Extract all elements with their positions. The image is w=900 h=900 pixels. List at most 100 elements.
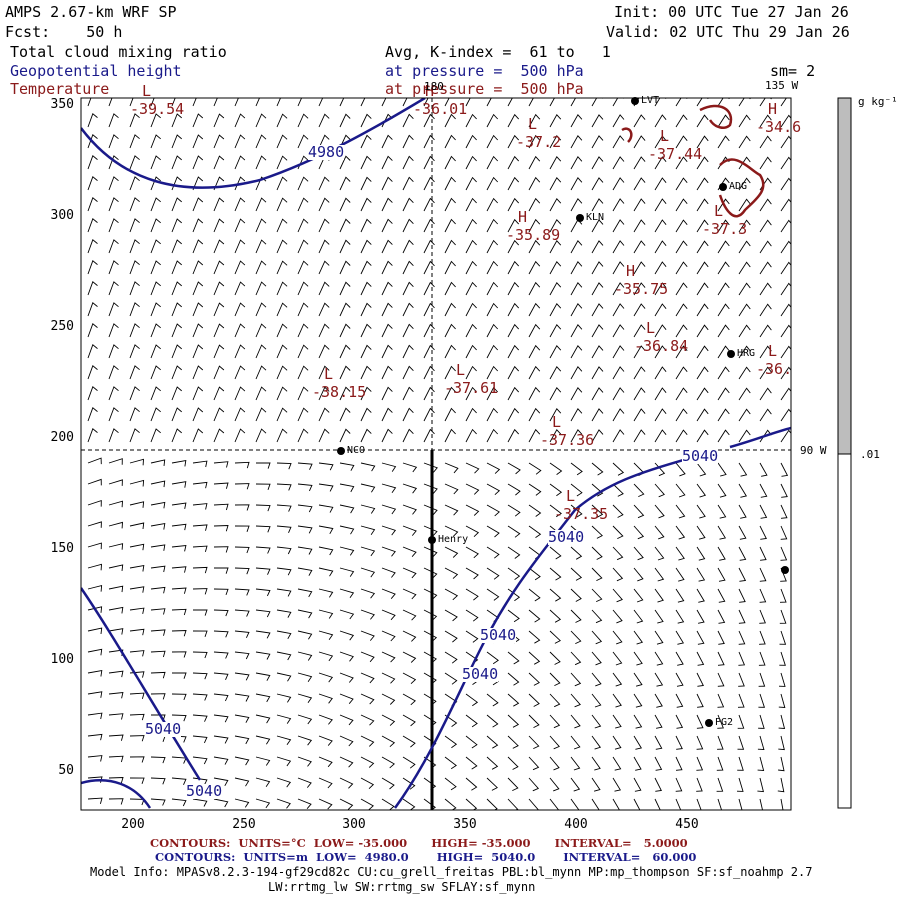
- station-marker: [428, 536, 436, 544]
- wind-barb: [87, 627, 103, 635]
- wind-barb: [255, 113, 267, 128]
- wind-barb: [570, 777, 581, 792]
- wind-barb: [570, 282, 583, 296]
- wind-barb: [633, 324, 646, 338]
- wind-barb: [633, 366, 646, 380]
- wind-barb: [778, 714, 786, 729]
- wind-barb: [255, 630, 271, 639]
- temp-extreme-value: -34.6: [756, 118, 802, 136]
- wind-barb: [318, 693, 333, 704]
- wind-barb: [612, 387, 625, 401]
- wind-barb: [444, 323, 456, 338]
- wind-barb: [108, 134, 119, 149]
- wind-barb: [276, 344, 288, 359]
- wind-barb: [696, 303, 709, 317]
- wind-barb: [549, 756, 560, 771]
- wind-barb: [360, 504, 376, 514]
- wind-barb: [297, 756, 312, 767]
- wind-barb: [717, 429, 730, 443]
- wind-barb: [549, 177, 562, 191]
- wind-barb: [486, 155, 499, 170]
- wind-barb: [171, 113, 182, 128]
- wind-barb: [339, 504, 355, 514]
- wind-barb: [444, 155, 456, 170]
- wind-barb: [234, 218, 246, 233]
- wind-barb: [402, 546, 417, 557]
- wind-barb: [777, 777, 785, 793]
- wind-barb: [318, 651, 334, 662]
- station-marker: [781, 566, 789, 574]
- wind-barb: [318, 735, 333, 746]
- wind-barb: [297, 777, 312, 788]
- wind-barb: [213, 672, 229, 680]
- wind-barb: [738, 525, 747, 540]
- wind-barb: [738, 303, 751, 317]
- wind-barb: [696, 177, 709, 191]
- wind-barb: [339, 798, 354, 810]
- wind-barb: [150, 693, 166, 700]
- wind-barb: [633, 429, 646, 443]
- wind-barb: [633, 387, 646, 401]
- wind-barb: [780, 504, 788, 519]
- wind-barb: [297, 483, 313, 492]
- wind-barb: [318, 483, 334, 492]
- wind-barb: [255, 176, 267, 191]
- wind-barb: [549, 777, 560, 792]
- wind-barb: [507, 323, 520, 338]
- wind-barb: [297, 609, 313, 619]
- wind-barb: [780, 798, 784, 810]
- wind-barb: [717, 609, 726, 624]
- wind-barb: [318, 323, 330, 338]
- wind-barb: [696, 756, 704, 771]
- wind-barb: [339, 344, 351, 359]
- wind-barb: [171, 197, 182, 212]
- wind-barb: [213, 176, 225, 191]
- wind-barb: [255, 155, 267, 170]
- wind-barb: [549, 114, 562, 128]
- wind-barb: [381, 462, 397, 472]
- wind-barb: [129, 479, 145, 487]
- wind-barb: [318, 260, 330, 275]
- wind-barb: [591, 693, 602, 708]
- wind-barb: [486, 134, 499, 149]
- wind-barb: [654, 261, 667, 275]
- wind-barb: [192, 134, 204, 149]
- wind-barb: [171, 756, 187, 764]
- wind-barb: [192, 503, 208, 510]
- wind-barb: [633, 345, 646, 359]
- wind-barb: [339, 567, 355, 577]
- wind-barb: [423, 134, 435, 149]
- station-label: PG2: [715, 717, 734, 728]
- wind-barb: [444, 651, 458, 664]
- wind-barb: [150, 155, 161, 170]
- y-tick-label: 100: [51, 652, 74, 667]
- wind-barb: [171, 134, 182, 149]
- colorbar-value: .01: [860, 448, 880, 461]
- wind-barb: [757, 735, 765, 750]
- wind-barb: [759, 303, 772, 317]
- wind-barb: [570, 98, 583, 107]
- wind-barb: [213, 461, 229, 468]
- wind-barb: [276, 302, 288, 317]
- wind-barb: [318, 504, 334, 513]
- wind-barb: [150, 544, 166, 551]
- wind-barb: [402, 218, 414, 233]
- wind-barb: [444, 428, 456, 443]
- wind-barb: [570, 609, 582, 623]
- wind-barb: [738, 345, 751, 359]
- wind-barb: [339, 525, 355, 535]
- wind-barb: [297, 323, 309, 338]
- wind-barb: [171, 281, 182, 296]
- wind-barb: [507, 197, 520, 212]
- wind-barb: [213, 344, 225, 359]
- wind-barb: [591, 156, 604, 170]
- wind-barb: [465, 386, 477, 401]
- wind-barb: [780, 135, 791, 149]
- wind-barb: [486, 344, 499, 359]
- wind-barb: [87, 585, 103, 592]
- wind-barb: [276, 546, 292, 555]
- wind-barb: [758, 693, 766, 708]
- wind-barb: [654, 504, 665, 519]
- wind-barb: [234, 386, 246, 401]
- wind-barb: [87, 733, 103, 741]
